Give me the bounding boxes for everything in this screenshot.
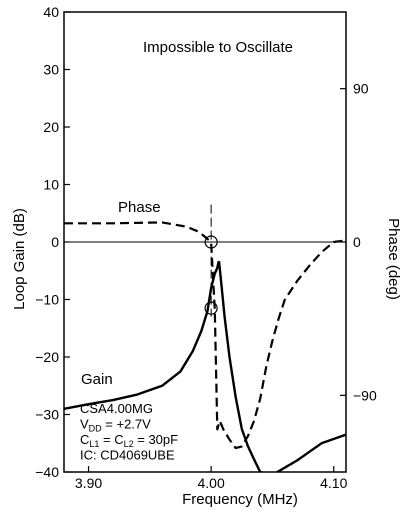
annotation-impossible: Impossible to Oscillate xyxy=(143,39,293,56)
reference-lines xyxy=(64,204,346,317)
y-left-tick-label: −30 xyxy=(35,407,59,423)
x-axis-label: Frequency (MHz) xyxy=(182,491,298,508)
data-series xyxy=(64,221,346,472)
x-tick-label: 4.10 xyxy=(320,475,347,491)
info-text: V xyxy=(80,417,89,432)
series-gain-line xyxy=(64,260,346,472)
y-left-tick-label: 10 xyxy=(43,177,59,193)
circle-marker xyxy=(204,235,218,249)
series-phase-line xyxy=(64,221,346,450)
x-tick-label: 4.00 xyxy=(198,475,225,491)
y-left-tick-label: 40 xyxy=(43,4,59,20)
info-line: CL1 = CL2 = 30pF xyxy=(80,432,178,449)
info-line: CSA4.00MG xyxy=(80,401,153,416)
y-left-tick-label: 0 xyxy=(51,234,59,250)
y-left-tick-label: −40 xyxy=(35,464,59,480)
circle-marker xyxy=(204,301,218,315)
info-subscript: L1 xyxy=(89,439,99,449)
annotation-gain: Gain xyxy=(81,371,113,388)
info-line: VDD = +2.7V xyxy=(80,417,151,434)
x-tick-label: 3.90 xyxy=(75,475,102,491)
y-left-tick-label: −20 xyxy=(35,349,59,365)
y-right-tick-label: −90 xyxy=(353,387,377,403)
info-subscript: L2 xyxy=(124,439,134,449)
y-left-tick-label: −10 xyxy=(35,292,59,308)
info-line: IC: CD4069UBE xyxy=(80,448,175,463)
info-subscript: DD xyxy=(89,424,102,434)
y-left-tick-label: 20 xyxy=(43,119,59,135)
info-text: = C xyxy=(99,432,123,447)
y-right-axis-label: Phase (deg) xyxy=(385,218,401,300)
annotation-phase: Phase xyxy=(118,199,161,216)
info-text: = 30pF xyxy=(134,432,179,447)
info-text: = +2.7V xyxy=(102,417,151,432)
y-right-tick-label: 0 xyxy=(353,234,361,250)
y-left-axis-label: Loop Gain (dB) xyxy=(11,208,28,310)
info-text: C xyxy=(80,432,89,447)
y-left-tick-label: 30 xyxy=(43,62,59,78)
info-text: CSA4.00MG xyxy=(80,401,153,416)
y-right-tick-label: 90 xyxy=(353,81,369,97)
point-markers xyxy=(204,235,218,315)
info-text: IC: CD4069UBE xyxy=(80,448,175,463)
